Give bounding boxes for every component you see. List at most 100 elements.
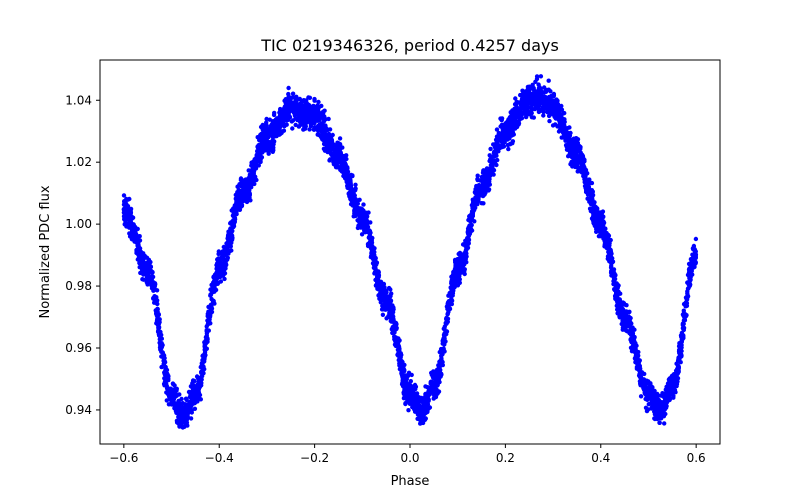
data-point (495, 139, 500, 145)
data-point (226, 239, 231, 244)
data-point (270, 140, 276, 145)
data-point (272, 122, 278, 127)
data-point (411, 389, 416, 395)
data-point (358, 215, 363, 220)
data-point (174, 406, 179, 411)
data-point (632, 336, 637, 341)
data-point (226, 251, 231, 256)
data-point (292, 113, 298, 118)
data-point (508, 142, 513, 147)
data-point (526, 95, 531, 101)
data-point (474, 183, 479, 189)
data-point (685, 294, 691, 299)
data-point (509, 112, 515, 118)
data-point (442, 342, 447, 347)
data-point (662, 421, 667, 426)
data-point (404, 399, 410, 404)
data-point (353, 182, 358, 187)
data-point (248, 198, 253, 203)
data-point (565, 145, 571, 150)
data-point (647, 393, 652, 398)
data-point (488, 162, 494, 168)
data-point (412, 400, 417, 405)
data-point (206, 328, 211, 333)
data-point (192, 406, 198, 411)
data-point (644, 381, 649, 387)
data-point (362, 223, 368, 228)
data-point (371, 265, 377, 270)
data-point (487, 153, 492, 158)
data-point (217, 256, 222, 261)
data-point (437, 364, 442, 370)
data-point (506, 146, 511, 152)
data-point (327, 127, 333, 132)
data-point (353, 201, 358, 206)
data-point (387, 313, 392, 319)
data-point (640, 383, 645, 388)
data-point (614, 290, 619, 295)
data-point (133, 231, 139, 236)
data-point (137, 238, 142, 243)
data-point (541, 113, 546, 118)
data-point (575, 149, 580, 154)
data-point (612, 287, 617, 292)
data-point (284, 112, 289, 118)
data-point (196, 381, 202, 387)
data-point (671, 378, 676, 384)
data-point (188, 416, 194, 421)
data-point (319, 121, 324, 127)
data-point (382, 304, 388, 309)
data-point (439, 356, 444, 361)
data-point (235, 193, 240, 198)
data-point (532, 93, 537, 98)
data-point (329, 152, 334, 157)
data-point (381, 285, 387, 290)
data-point (165, 372, 170, 377)
data-point (288, 99, 294, 105)
data-point (662, 400, 667, 405)
data-point (499, 116, 505, 121)
data-point (198, 397, 203, 402)
data-point (225, 233, 231, 238)
data-point (204, 346, 209, 351)
data-point (337, 142, 343, 148)
data-point (267, 142, 272, 147)
data-point (627, 309, 632, 314)
data-point (452, 257, 458, 263)
data-point (183, 396, 189, 401)
data-point (681, 327, 686, 333)
data-point (294, 102, 299, 107)
data-point (237, 183, 242, 188)
data-point (339, 162, 345, 167)
data-point (181, 415, 186, 420)
data-point (121, 193, 127, 198)
data-point (191, 391, 196, 396)
data-point (625, 321, 630, 326)
data-point (409, 398, 414, 404)
data-point (553, 122, 558, 127)
data-point (124, 196, 129, 202)
data-point (465, 236, 470, 241)
data-point (326, 116, 331, 122)
data-point (173, 392, 179, 397)
data-point (172, 383, 177, 388)
data-point (131, 222, 136, 227)
data-point (670, 373, 675, 378)
data-point (498, 124, 503, 129)
data-point (131, 226, 137, 231)
data-point (578, 146, 583, 151)
data-point (259, 147, 265, 152)
data-point (415, 404, 420, 409)
data-point (519, 116, 525, 121)
data-point (632, 341, 637, 346)
data-point (546, 109, 551, 115)
data-point (537, 85, 542, 90)
data-point (398, 367, 404, 372)
data-point (127, 231, 132, 236)
data-point (301, 127, 306, 132)
data-point (190, 397, 196, 403)
data-point (190, 378, 196, 383)
data-point (482, 189, 487, 195)
data-point (298, 108, 303, 113)
data-point (675, 369, 681, 374)
